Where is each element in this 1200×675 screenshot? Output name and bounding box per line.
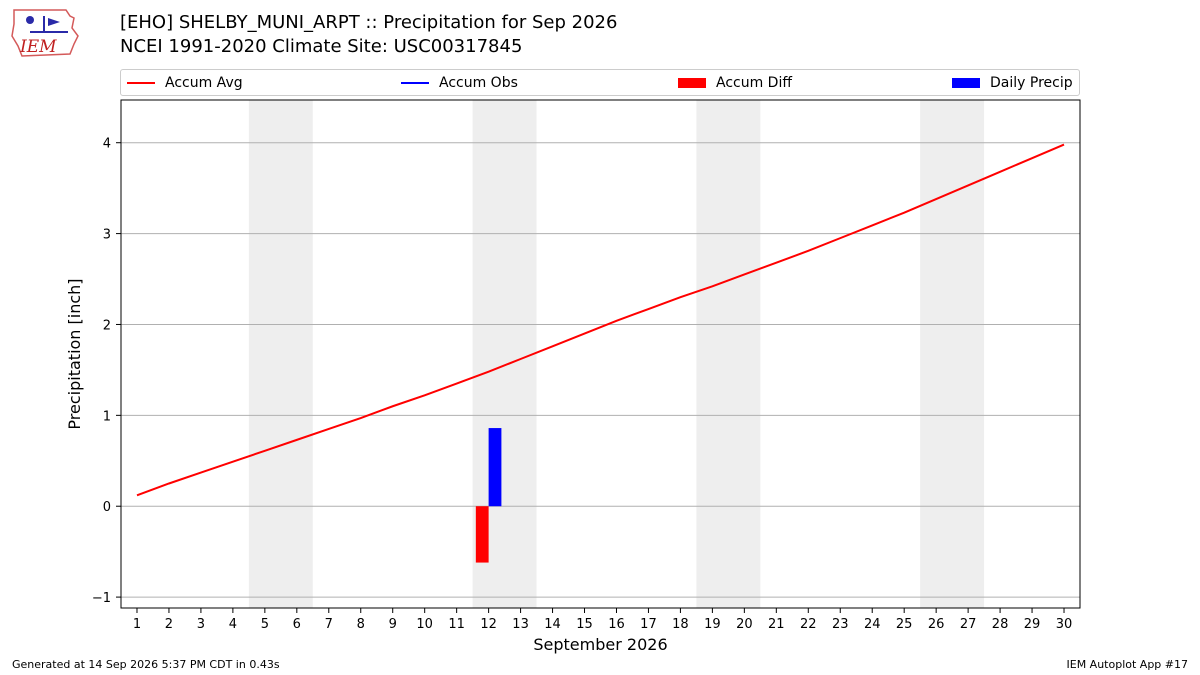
x-tick-label: 29 bbox=[1024, 617, 1041, 632]
x-tick-label: 22 bbox=[800, 617, 817, 632]
legend-label-accum-obs: Accum Obs bbox=[439, 74, 518, 91]
iem-logo-icon: IEM bbox=[11, 9, 79, 57]
legend: Accum Avg Accum Obs Accum Diff Daily Pre… bbox=[120, 69, 1080, 96]
x-tick-label: 18 bbox=[672, 617, 689, 632]
legend-item-daily-precip: Daily Precip bbox=[952, 70, 1073, 95]
x-tick-label: 14 bbox=[544, 617, 561, 632]
x-tick-label: 30 bbox=[1056, 617, 1073, 632]
y-axis-ticks: −1 0 1 2 3 4 bbox=[92, 137, 121, 606]
legend-swatch-accum-avg bbox=[127, 81, 155, 84]
legend-swatch-daily-precip bbox=[952, 77, 980, 88]
gridlines bbox=[121, 142, 1080, 598]
footer-generated: Generated at 14 Sep 2026 5:37 PM CDT in … bbox=[12, 658, 280, 671]
y-tick-label: 2 bbox=[103, 318, 111, 333]
lines bbox=[136, 143, 1065, 497]
legend-swatch-accum-diff bbox=[678, 77, 706, 88]
legend-label-accum-avg: Accum Avg bbox=[165, 74, 243, 91]
x-tick-label: 28 bbox=[992, 617, 1009, 632]
x-tick-label: 10 bbox=[416, 617, 433, 632]
bar-daily-precip bbox=[488, 428, 502, 507]
x-axis-ticks: 1 2 3 4 5 6 7 8 9 10 11 12 13 14 15 16 17 18 19 20 21 22 23 24 2… bbox=[133, 608, 1072, 632]
x-tick-label: 19 bbox=[704, 617, 721, 632]
x-tick-label: 23 bbox=[832, 617, 849, 632]
legend-item-accum-diff: Accum Diff bbox=[678, 70, 792, 95]
x-tick-label: 1 bbox=[133, 617, 141, 632]
x-tick-label: 17 bbox=[640, 617, 657, 632]
legend-label-accum-diff: Accum Diff bbox=[716, 74, 793, 91]
legend-swatch-accum-obs bbox=[401, 81, 429, 84]
legend-item-accum-avg: Accum Avg bbox=[127, 70, 243, 95]
weekend-shade-4 bbox=[920, 100, 985, 608]
x-tick-label: 11 bbox=[448, 617, 465, 632]
legend-item-accum-obs: Accum Obs bbox=[401, 70, 518, 95]
weekend-shading bbox=[248, 100, 985, 608]
x-tick-label: 3 bbox=[197, 617, 205, 632]
x-axis-label: September 2026 bbox=[533, 635, 667, 654]
y-tick-label: 1 bbox=[103, 409, 111, 424]
x-tick-label: 5 bbox=[261, 617, 269, 632]
weekend-shade-1 bbox=[248, 100, 313, 608]
y-tick-label: 0 bbox=[103, 500, 111, 515]
x-tick-label: 16 bbox=[608, 617, 625, 632]
x-tick-label: 27 bbox=[960, 617, 977, 632]
bars bbox=[475, 428, 502, 563]
x-tick-label: 6 bbox=[293, 617, 301, 632]
x-tick-label: 8 bbox=[357, 617, 365, 632]
y-tick-label: 4 bbox=[103, 137, 111, 152]
x-tick-label: 4 bbox=[229, 617, 237, 632]
x-tick-label: 21 bbox=[768, 617, 785, 632]
x-tick-label: 2 bbox=[165, 617, 173, 632]
legend-label-daily-precip: Daily Precip bbox=[990, 74, 1073, 91]
x-tick-label: 15 bbox=[576, 617, 593, 632]
y-axis-label: Precipitation [inch] bbox=[65, 278, 84, 429]
x-tick-label: 7 bbox=[325, 617, 333, 632]
y-tick-label: 3 bbox=[103, 228, 111, 243]
line-accum-avg bbox=[136, 143, 1065, 497]
chart-subtitle: NCEI 1991-2020 Climate Site: USC00317845 bbox=[120, 36, 523, 57]
x-tick-label: 20 bbox=[736, 617, 753, 632]
plot-frame bbox=[120, 99, 1081, 609]
footer-app: IEM Autoplot App #17 bbox=[1066, 658, 1189, 671]
y-tick-label: −1 bbox=[92, 591, 111, 606]
logo-text: IEM bbox=[19, 37, 57, 57]
x-tick-label: 12 bbox=[480, 617, 497, 632]
x-tick-label: 9 bbox=[389, 617, 397, 632]
weekend-shade-3 bbox=[696, 100, 761, 608]
x-tick-label: 26 bbox=[928, 617, 945, 632]
bar-accum-diff bbox=[475, 506, 489, 563]
chart-title: [EHO] SHELBY_MUNI_ARPT :: Precipitation … bbox=[120, 12, 618, 33]
x-tick-label: 25 bbox=[896, 617, 913, 632]
x-tick-label: 13 bbox=[512, 617, 529, 632]
x-tick-label: 24 bbox=[864, 617, 881, 632]
